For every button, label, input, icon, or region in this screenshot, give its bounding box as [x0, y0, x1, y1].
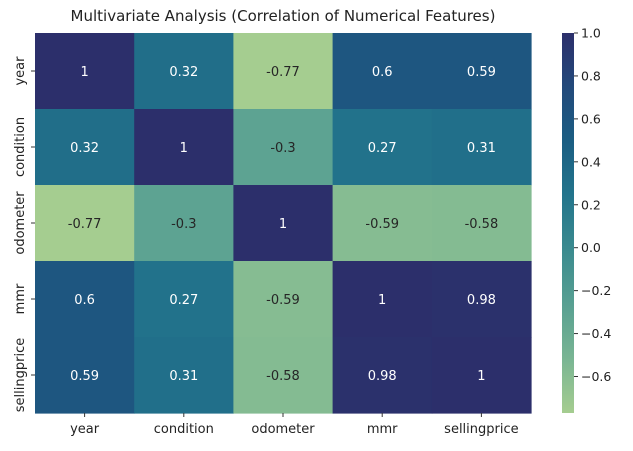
heatmap-cell	[35, 261, 135, 338]
cell-annotation: 0.59	[70, 369, 99, 384]
heatmap-cell	[134, 33, 234, 110]
y-tick-label: sellingprice	[13, 338, 28, 412]
y-tick-label: odometer	[13, 191, 28, 255]
colorbar-tick-label: −0.6	[581, 369, 611, 384]
heatmap-cell	[332, 261, 433, 338]
colorbar-tick-label: −0.4	[581, 326, 611, 341]
cell-annotation: 0.98	[368, 369, 397, 384]
y-tick-label: year	[13, 56, 28, 86]
cell-annotation: 0.31	[169, 369, 198, 384]
cell-annotation: -0.58	[266, 369, 300, 384]
cell-annotation: 0.98	[467, 293, 496, 308]
x-tick-label: condition	[154, 422, 214, 437]
cell-annotation: 0.6	[74, 293, 95, 308]
heatmap-cell	[35, 337, 135, 414]
heatmap-cell	[35, 185, 135, 262]
cell-annotation: 1	[477, 369, 485, 384]
colorbar-tick-label: 0.4	[581, 154, 601, 169]
heatmap-cell	[431, 337, 532, 414]
heatmap-cell	[233, 109, 334, 186]
heatmap-cell	[332, 185, 433, 262]
cell-annotation: 0.27	[169, 293, 198, 308]
heatmap-cell	[134, 261, 234, 338]
cell-annotation: 1	[378, 293, 386, 308]
x-tick-label: mmr	[367, 422, 398, 437]
cell-annotation: -0.77	[68, 217, 102, 232]
cell-annotation: -0.58	[465, 217, 499, 232]
colorbar-tick-label: −0.2	[581, 283, 611, 298]
heatmap-cell	[431, 33, 532, 110]
heatmap-cell	[431, 185, 532, 262]
colorbar-tick-label: 0.0	[581, 240, 601, 255]
cell-annotation: 1	[279, 217, 287, 232]
chart-title: Multivariate Analysis (Correlation of Nu…	[70, 7, 496, 25]
heatmap-cell	[233, 185, 334, 262]
colorbar-tick-label: 0.8	[581, 68, 601, 83]
cell-annotation: 0.31	[467, 141, 496, 156]
colorbar-tick-label: 0.2	[581, 197, 601, 212]
heatmap-cell	[134, 109, 234, 186]
heatmap-cell	[233, 337, 334, 414]
cell-annotation: -0.3	[171, 217, 196, 232]
cell-annotation: 0.6	[372, 65, 393, 80]
x-tick-label: year	[70, 422, 100, 437]
cell-annotation: -0.59	[365, 217, 399, 232]
cell-annotation: 0.59	[467, 65, 496, 80]
heatmap-cell	[134, 185, 234, 262]
cell-annotation: -0.77	[266, 65, 300, 80]
heatmap-cell	[35, 33, 135, 110]
x-tick-label: odometer	[251, 422, 315, 437]
heatmap-cell	[431, 261, 532, 338]
cell-annotation: -0.59	[266, 293, 300, 308]
x-tick-label: sellingprice	[444, 422, 518, 437]
y-tick-label: mmr	[13, 283, 28, 314]
heatmap-cell	[332, 109, 433, 186]
cell-annotation: 0.32	[169, 65, 198, 80]
cell-annotation: -0.3	[270, 141, 295, 156]
cell-annotation: 1	[180, 141, 188, 156]
cell-annotation: 1	[80, 65, 88, 80]
heatmap-cell	[233, 261, 334, 338]
heatmap-cell	[134, 337, 234, 414]
colorbar	[562, 33, 574, 413]
heatmap-cell	[431, 109, 532, 186]
heatmap-cell	[35, 109, 135, 186]
heatmap-cell	[233, 33, 334, 110]
cell-annotation: 0.27	[368, 141, 397, 156]
y-tick-label: condition	[13, 117, 28, 177]
heatmap-cell	[332, 33, 433, 110]
colorbar-tick-label: 0.6	[581, 111, 601, 126]
colorbar-tick-label: 1.0	[581, 26, 601, 41]
heatmap-cell	[332, 337, 433, 414]
cell-annotation: 0.32	[70, 141, 99, 156]
